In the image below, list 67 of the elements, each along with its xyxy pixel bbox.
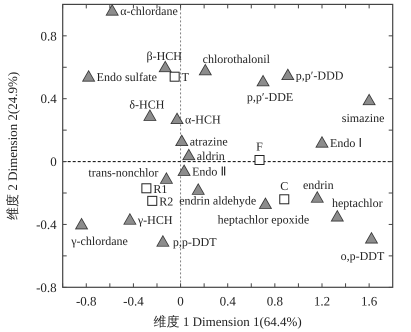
point (170, 112, 184, 124)
y-tick-label: -0.4 (36, 216, 58, 232)
point (160, 172, 173, 184)
y-tick-label: 0 (50, 154, 57, 170)
point (281, 68, 294, 80)
annotation: o,p-DDT (340, 249, 385, 264)
annotation: R2 (159, 194, 174, 208)
x-axis-title: 维度 1 Dimension 1(64.4%) (154, 314, 302, 329)
point (365, 232, 378, 244)
point (330, 210, 344, 222)
annotation: F (256, 139, 264, 154)
annotation: γ-HCH (136, 213, 173, 228)
annotation: γ-chlordane (70, 234, 128, 248)
annotation: trans-nonchlor (88, 165, 158, 180)
point (310, 191, 324, 203)
annotation: simazine (342, 110, 384, 125)
annotation: α-chlordane (120, 4, 178, 18)
point (147, 196, 158, 206)
y-tick-label: 0.8 (40, 28, 57, 44)
annotation: Endo Ⅱ (192, 164, 226, 178)
annotation: chlorothalonil (202, 52, 271, 66)
annotation: endrin (302, 178, 334, 192)
x-tick-label: 1.6 (361, 293, 378, 308)
point (144, 110, 156, 121)
annotation: R1 (153, 182, 168, 196)
x-tick-label: 0.8 (266, 293, 283, 308)
annotation: p,p′-DDD (296, 68, 344, 83)
point (75, 218, 88, 230)
point (156, 235, 170, 247)
point (259, 198, 272, 209)
point (182, 148, 196, 160)
annotation: p,p-DDT (172, 235, 218, 250)
point (106, 4, 119, 16)
annotation: δ-HCH (129, 97, 165, 112)
point (362, 94, 376, 106)
point (178, 164, 190, 176)
y-tick-label: 0.4 (40, 91, 58, 106)
point (198, 64, 212, 76)
annotation: Endo sulfate (96, 70, 157, 84)
point (175, 134, 188, 146)
annotation: heptachlor epoxide (218, 212, 310, 226)
annotation: C (280, 178, 288, 193)
y-tick-label: -0.8 (36, 280, 57, 295)
annotation: T (182, 70, 190, 84)
y-axis-title: 维度 2 Dimension 2(24.9%) (5, 72, 20, 220)
annotation: endrin aldehyde (179, 193, 256, 208)
annotation: p,p′-DDE (246, 90, 294, 104)
point (256, 75, 270, 86)
point (316, 136, 328, 148)
point (141, 183, 152, 194)
x-tick-label: 0.4 (220, 293, 236, 308)
x-tick-label: -0.4 (123, 293, 144, 308)
annotation: Endo Ⅰ (330, 136, 362, 150)
point (170, 72, 180, 82)
x-tick-label: 1.2 (314, 293, 330, 308)
annotation: aldrin (196, 148, 225, 163)
annotation: β-HCH (146, 48, 182, 63)
annotation: heptachlor (332, 196, 383, 210)
point (123, 213, 136, 225)
point (192, 183, 205, 195)
x-tick-label: -0.8 (76, 293, 97, 308)
point (279, 194, 290, 204)
x-tick-label: 0 (177, 293, 184, 308)
annotation: α-HCH (185, 112, 221, 127)
point (254, 154, 265, 165)
annotation: atrazine (190, 134, 228, 149)
point (82, 70, 96, 82)
